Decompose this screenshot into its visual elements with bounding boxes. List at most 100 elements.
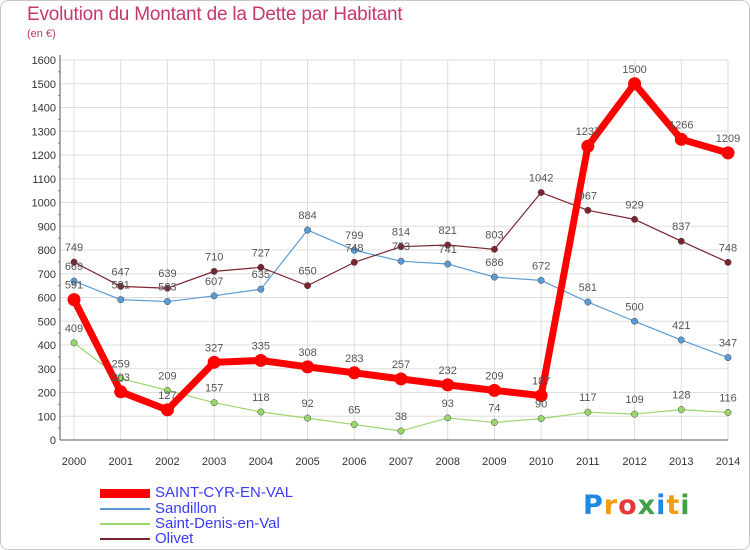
data-label: 1266 — [669, 119, 693, 131]
y-tick-label: 100 — [38, 411, 56, 423]
x-tick-label: 2013 — [669, 456, 693, 468]
x-tick-label: 2000 — [62, 456, 86, 468]
data-label: 583 — [158, 282, 176, 294]
x-tick-label: 2006 — [342, 456, 366, 468]
data-label: 327 — [205, 342, 223, 354]
y-tick-label: 300 — [38, 364, 56, 376]
data-point — [117, 375, 125, 382]
logo-letter: i — [656, 490, 667, 521]
y-tick-label: 800 — [38, 245, 56, 257]
logo-letter: x — [637, 490, 657, 521]
data-label: 187 — [532, 376, 550, 388]
data-label: 93 — [442, 398, 454, 410]
logo-letter: t — [666, 490, 681, 521]
proxiti-logo: Proxiti — [583, 490, 691, 521]
data-point — [70, 258, 78, 266]
x-tick-label: 2011 — [576, 456, 600, 468]
data-point — [70, 277, 78, 285]
data-point — [677, 237, 685, 245]
data-point — [257, 408, 265, 416]
data-point — [674, 132, 688, 146]
y-tick-label: 1400 — [32, 103, 56, 115]
y-tick-labels: 0 100 200 300 400 500 600 700 800 900 1000 1100 1200… — [32, 55, 56, 447]
data-point — [394, 372, 408, 386]
y-tick-label: 1300 — [32, 126, 56, 138]
chart-title: Evolution du Montant de la Dette par Hab… — [27, 4, 403, 25]
data-label: 65 — [348, 405, 360, 417]
x-tick-label: 2001 — [108, 456, 132, 468]
data-point — [584, 206, 592, 214]
data-point — [677, 336, 685, 344]
y-tick-label: 1200 — [32, 150, 56, 162]
data-point — [160, 403, 174, 417]
data-label: 669 — [65, 261, 83, 273]
data-label: 127 — [158, 390, 176, 402]
data-point — [117, 296, 125, 304]
data-point — [724, 354, 732, 362]
y-tick-label: 400 — [38, 340, 56, 352]
data-label: 837 — [672, 221, 690, 233]
data-label: 647 — [112, 266, 130, 278]
data-point — [304, 414, 312, 422]
data-label: 1500 — [622, 64, 646, 76]
data-point — [631, 410, 639, 418]
series-points — [67, 77, 735, 435]
data-label: 409 — [65, 323, 83, 335]
data-label: 117 — [579, 392, 597, 404]
data-point — [444, 414, 452, 422]
data-point — [207, 355, 221, 369]
data-label: 283 — [345, 353, 363, 365]
data-point — [490, 245, 498, 253]
data-point — [163, 298, 171, 305]
data-point — [537, 415, 545, 423]
data-point — [347, 366, 361, 380]
data-point — [444, 241, 452, 249]
x-tick-label: 2012 — [622, 456, 646, 468]
data-point — [257, 285, 265, 293]
data-label: 967 — [579, 190, 597, 202]
data-label: 741 — [439, 244, 457, 256]
data-label: 257 — [392, 359, 410, 371]
y-tick-label: 700 — [38, 269, 56, 281]
data-point — [631, 317, 639, 325]
data-label: 803 — [485, 229, 503, 241]
data-label: 335 — [252, 340, 270, 352]
y-tick-label: 1500 — [32, 79, 56, 91]
data-label: 686 — [485, 257, 503, 269]
data-point — [210, 267, 218, 275]
data-point — [721, 146, 735, 160]
data-label: 748 — [719, 242, 737, 254]
data-label: 157 — [205, 383, 223, 395]
x-tick-label: 2005 — [295, 456, 319, 468]
x-tick-label: 2004 — [249, 456, 273, 468]
data-label: 635 — [252, 269, 270, 281]
data-point — [257, 263, 265, 271]
y-tick-label: 500 — [38, 316, 56, 328]
y-tick-label: 900 — [38, 221, 56, 233]
data-point — [210, 399, 218, 407]
y-tick-label: 600 — [38, 293, 56, 305]
data-point — [210, 292, 218, 300]
data-point — [444, 260, 452, 268]
y-tick-label: 1100 — [32, 174, 56, 186]
x-tick-label: 2007 — [389, 456, 413, 468]
data-label: 581 — [579, 282, 597, 294]
data-label: 74 — [488, 402, 500, 414]
data-point — [537, 276, 545, 284]
x-tick-label: 2009 — [482, 456, 506, 468]
data-label: 90 — [535, 399, 547, 411]
chart-subtitle: (en €) — [27, 28, 56, 40]
x-tick-label: 2008 — [435, 456, 459, 468]
y-tick-label: 200 — [38, 388, 56, 400]
logo-letter: P — [583, 490, 604, 521]
data-label: 421 — [672, 320, 690, 332]
data-label: 799 — [345, 230, 363, 242]
data-point — [490, 273, 498, 281]
data-label: 38 — [395, 411, 407, 423]
data-label: 748 — [345, 242, 363, 254]
data-point — [304, 226, 312, 234]
data-label: 232 — [439, 365, 457, 377]
data-point — [724, 258, 732, 266]
data-point — [350, 421, 358, 429]
